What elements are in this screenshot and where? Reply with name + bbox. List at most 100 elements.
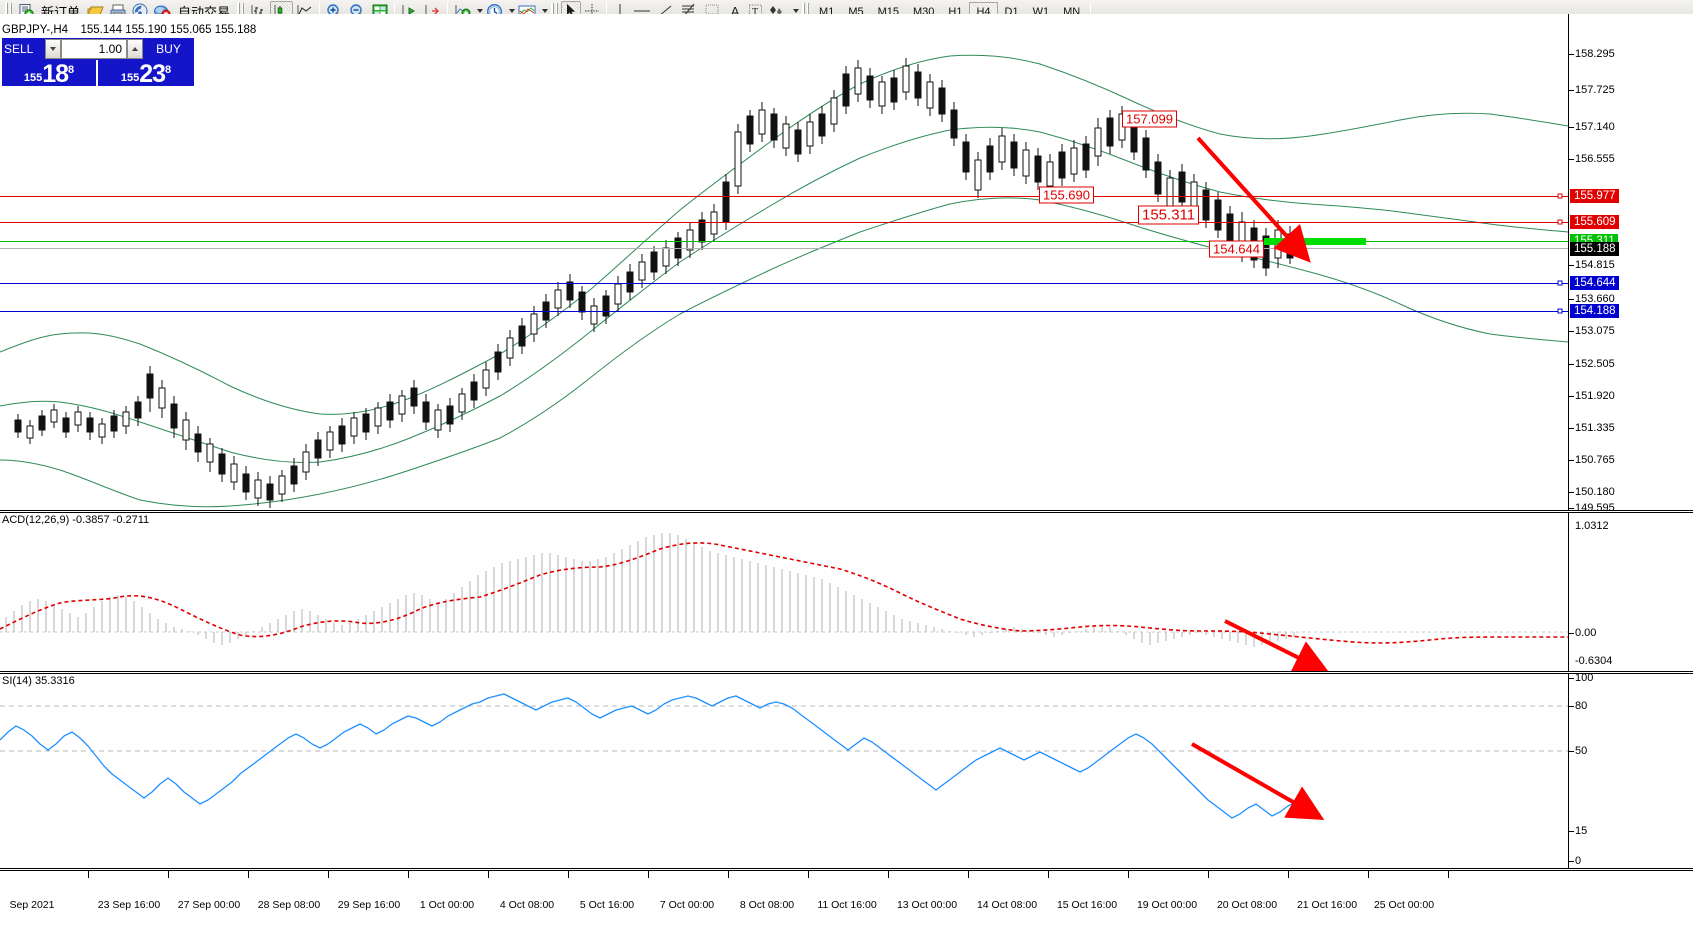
sell-button[interactable]: SELL: [2, 38, 45, 60]
price-tick: 150.180: [1575, 486, 1615, 498]
resistance-line-155609[interactable]: [0, 222, 1568, 223]
macd-title: ACD(12,26,9) -0.3857 -0.2711: [2, 514, 150, 526]
macd-tick: -0.6304: [1575, 655, 1613, 667]
chevron-down-icon[interactable]: [477, 9, 484, 13]
time-label: Sep 2021: [9, 899, 55, 911]
chevron-down-icon-3[interactable]: [542, 9, 549, 13]
price-chart-pane[interactable]: 157.099 155.690 155.311 154.644 149.212 …: [0, 14, 1693, 514]
rsi-trend-arrow[interactable]: [0, 674, 1568, 868]
time-label: 15 Oct 16:00: [1056, 899, 1118, 911]
shapes-icon[interactable]: [766, 1, 790, 21]
price-series-layer: [0, 54, 1568, 508]
time-label: 23 Sep 16:00: [97, 899, 161, 911]
macd-series-layer: [0, 533, 1568, 647]
svg-text:T: T: [752, 7, 758, 18]
price-tick: 149.595: [1575, 502, 1615, 514]
price-tag-resistance-2[interactable]: 155.609: [1570, 215, 1619, 229]
price-tag-blue-2[interactable]: 154.188: [1570, 304, 1619, 318]
rsi-pane[interactable]: SI(14) 35.3316 100 80 50: [0, 672, 1693, 869]
line-handle-155609[interactable]: [1557, 219, 1563, 225]
callout-154644[interactable]: 154.644: [1209, 240, 1264, 258]
green-support-zone[interactable]: [1264, 238, 1366, 245]
one-click-trading-panel[interactable]: SELL 1.00 BUY 155 18 8 155 23 8: [2, 38, 194, 88]
sell-price-main: 18: [42, 60, 69, 88]
price-tag-resistance-1[interactable]: 155.977: [1570, 189, 1619, 203]
time-axis[interactable]: Sep 2021 23 Sep 16:00 27 Sep 00:00 28 Se…: [0, 870, 1693, 942]
hline-icon[interactable]: [630, 1, 654, 21]
sell-price-quote[interactable]: 155 18 8: [2, 60, 96, 88]
buy-button[interactable]: BUY: [143, 38, 194, 60]
support-line-155311[interactable]: [0, 241, 1568, 242]
toolbar-grip-4[interactable]: [802, 2, 810, 20]
callout-155690[interactable]: 155.690: [1039, 186, 1094, 204]
rsi-tick: 80: [1575, 700, 1588, 712]
time-label: 14 Oct 08:00: [976, 899, 1038, 911]
time-label: 21 Oct 16:00: [1296, 899, 1358, 911]
price-trend-arrow[interactable]: [0, 14, 1568, 510]
rsi-tick: 15: [1575, 825, 1588, 837]
price-tag-last-price[interactable]: 155.188: [1570, 242, 1619, 256]
symbol-header: GBPJPY-,H4 155.144 155.190 155.065 155.1…: [2, 24, 256, 36]
price-tick: 152.505: [1575, 358, 1615, 370]
time-label: 27 Sep 00:00: [177, 899, 241, 911]
macd-trend-arrow[interactable]: [0, 513, 1568, 671]
chevron-down-icon-4[interactable]: [793, 9, 800, 13]
toolbar-separator-2: [394, 2, 396, 20]
time-label: 11 Oct 16:00: [817, 899, 877, 911]
price-tag-blue-1[interactable]: 154.644: [1570, 276, 1619, 290]
line-handle-154644[interactable]: [1557, 280, 1563, 286]
price-plot-area[interactable]: 157.099 155.690 155.311 154.644 149.212: [0, 14, 1568, 510]
symbol-ohlc: 155.144 155.190 155.065 155.188: [80, 24, 257, 36]
rsi-tick: 50: [1575, 745, 1588, 757]
text-icon[interactable]: A: [730, 3, 740, 19]
price-tick: 153.660: [1575, 293, 1615, 305]
rsi-axis[interactable]: 100 80 50 15 0: [1568, 672, 1693, 868]
line-handle-154188[interactable]: [1557, 308, 1563, 314]
time-label: 7 Oct 00:00: [659, 899, 715, 911]
time-label: 20 Oct 08:00: [1216, 899, 1278, 911]
time-label: 8 Oct 08:00: [739, 899, 795, 911]
blue-level-line-154188[interactable]: [0, 311, 1568, 312]
toolbar-separator-5: [1090, 2, 1092, 20]
blue-level-line-154644[interactable]: [0, 283, 1568, 284]
chevron-down-icon-2[interactable]: [509, 9, 516, 13]
macd-pane[interactable]: ACD(12,26,9) -0.3857 -0.2711: [0, 512, 1693, 672]
time-label: 5 Oct 16:00: [579, 899, 635, 911]
toolbar-grip-2[interactable]: [237, 2, 245, 20]
macd-tick: 1.0312: [1575, 520, 1609, 532]
price-axis[interactable]: 158.295 157.725 157.140 156.555 155.977 …: [1568, 14, 1693, 514]
callout-155311[interactable]: 155.311: [1138, 205, 1200, 225]
callout-157099[interactable]: 157.099: [1122, 110, 1177, 128]
time-label: 1 Oct 00:00: [419, 899, 475, 911]
volume-increment-button[interactable]: [127, 39, 143, 59]
toolbar-separator: [319, 2, 321, 20]
resistance-line-155977[interactable]: [0, 196, 1568, 197]
sell-price-fraction: 8: [68, 64, 75, 76]
buy-price-prefix: 155: [120, 72, 140, 84]
macd-axis[interactable]: 1.0312 0.00 -0.6304: [1568, 513, 1693, 671]
buy-price-main: 23: [139, 60, 166, 88]
line-handle-155977[interactable]: [1557, 193, 1563, 199]
volume-stepper[interactable]: 1.00: [45, 38, 143, 60]
time-label: 29 Sep 16:00: [337, 899, 401, 911]
volume-input[interactable]: 1.00: [61, 39, 127, 59]
price-tick: 156.555: [1575, 153, 1615, 165]
price-tick: 151.335: [1575, 422, 1615, 434]
time-label: 4 Oct 08:00: [499, 899, 555, 911]
macd-tick: 0.00: [1575, 627, 1597, 639]
toolbar-grip[interactable]: [5, 2, 12, 20]
rsi-tick: 0: [1575, 855, 1582, 867]
volume-decrement-button[interactable]: [45, 39, 61, 59]
price-tick: 153.075: [1575, 325, 1615, 337]
toolbar-separator-3: [447, 2, 449, 20]
rsi-plot-area[interactable]: [0, 674, 1568, 868]
price-tick: 157.140: [1575, 121, 1615, 133]
buy-price-quote[interactable]: 155 23 8: [98, 60, 194, 88]
last-price-line: [0, 248, 1568, 249]
toolbar-grip-3[interactable]: [551, 2, 559, 20]
price-tick: 154.815: [1575, 259, 1615, 271]
macd-plot-area[interactable]: [0, 513, 1568, 671]
time-label: 28 Sep 08:00: [257, 899, 321, 911]
toolbar-separator-4: [606, 2, 608, 20]
